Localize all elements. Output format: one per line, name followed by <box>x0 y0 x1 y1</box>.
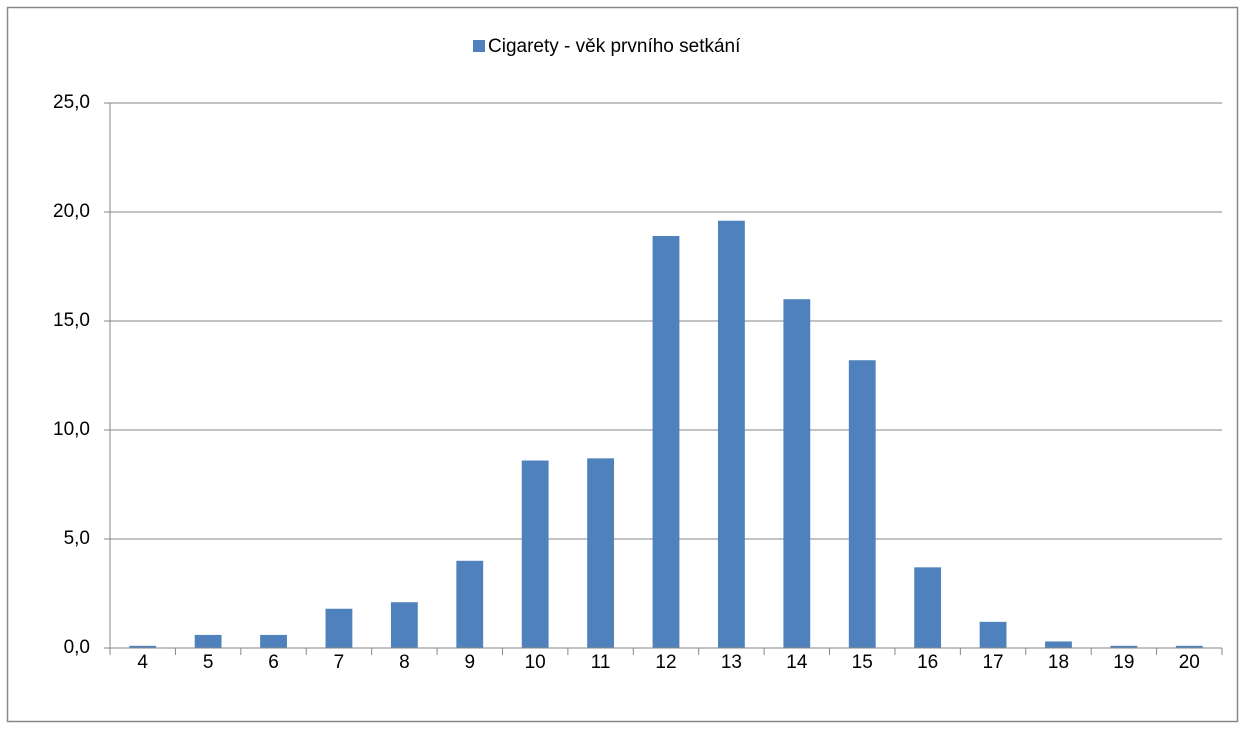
x-tick-label: 7 <box>334 652 345 673</box>
legend-swatch <box>473 40 485 52</box>
bar <box>718 220 745 648</box>
x-tick-label: 8 <box>399 652 410 673</box>
y-tick-label: 0,0 <box>64 637 90 658</box>
y-tick-label: 20,0 <box>53 201 90 222</box>
x-tick-label: 5 <box>203 652 214 673</box>
x-tick-label: 16 <box>917 652 938 673</box>
x-tick-label: 9 <box>464 652 475 673</box>
bar <box>1110 645 1138 648</box>
bar <box>848 360 876 648</box>
bar <box>129 645 157 648</box>
y-tick-label: 25,0 <box>53 92 90 113</box>
bar <box>979 621 1007 648</box>
x-tick-label: 6 <box>268 652 279 673</box>
x-tick-label: 18 <box>1048 652 1069 673</box>
bar <box>325 608 353 648</box>
bar <box>260 634 287 648</box>
x-tick-label: 20 <box>1179 652 1200 673</box>
bar <box>521 460 549 648</box>
x-tick-label: 4 <box>137 652 148 673</box>
x-tick-label: 14 <box>786 652 808 673</box>
y-tick-label: 15,0 <box>53 310 90 331</box>
legend-label: Cigarety - věk prvního setkání <box>488 36 741 57</box>
bar <box>456 560 484 648</box>
chart-frame <box>6 6 1239 723</box>
bar <box>194 634 222 648</box>
x-tick-label: 12 <box>655 652 676 673</box>
x-tick-label: 11 <box>591 652 611 673</box>
x-tick-label: 17 <box>982 652 1003 673</box>
bar <box>1045 641 1072 648</box>
x-tick-label: 13 <box>721 652 742 673</box>
bar <box>1175 645 1203 648</box>
x-tick-label: 19 <box>1113 652 1134 673</box>
bar <box>783 299 811 648</box>
bar <box>914 567 942 648</box>
bar <box>587 458 614 648</box>
bar <box>390 602 418 648</box>
y-tick-label: 5,0 <box>64 528 90 549</box>
x-tick-label: 10 <box>525 652 546 673</box>
x-tick-label: 15 <box>852 652 873 673</box>
bar <box>652 235 680 649</box>
y-tick-label: 10,0 <box>53 419 90 440</box>
